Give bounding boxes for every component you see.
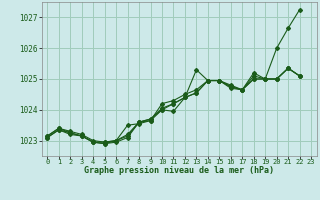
- X-axis label: Graphe pression niveau de la mer (hPa): Graphe pression niveau de la mer (hPa): [84, 166, 274, 175]
